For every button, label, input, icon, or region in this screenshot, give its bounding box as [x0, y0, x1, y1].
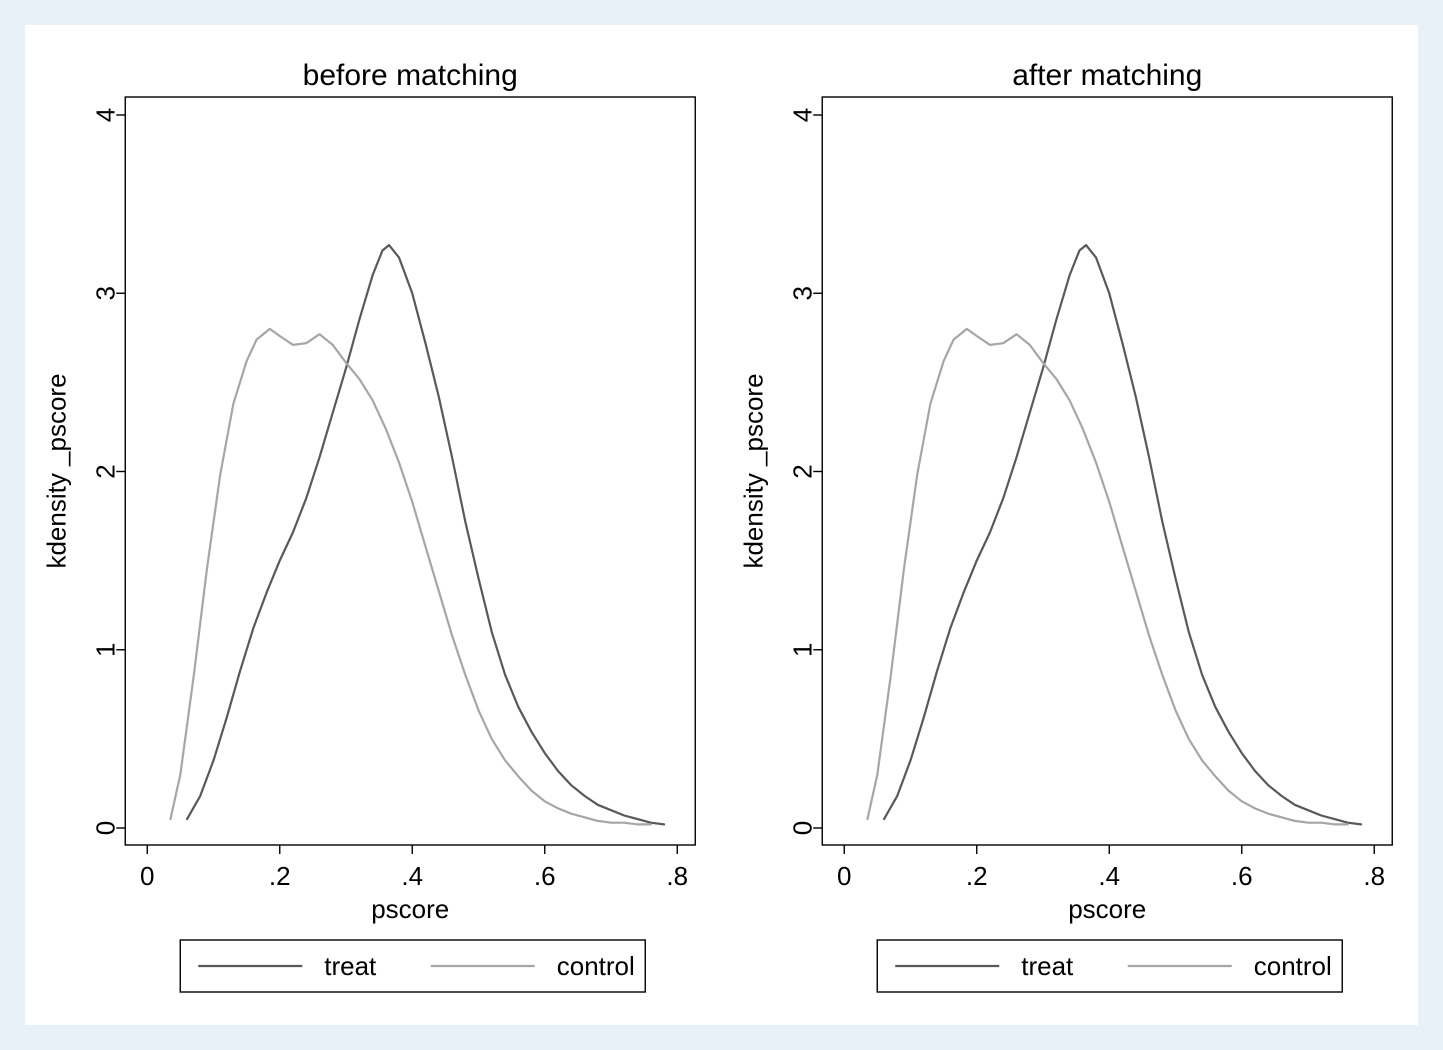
y-tick-label: 0 — [90, 821, 120, 835]
y-tick-label: 2 — [90, 464, 120, 478]
x-axis-label: pscore — [1068, 894, 1146, 924]
plot-frame — [124, 96, 696, 846]
legend-label-treat: treat — [324, 951, 377, 981]
x-tick-label: .2 — [269, 861, 291, 891]
series-line-control — [169, 327, 652, 826]
figure-inner: before matching 0 1 2 3 4 0 .2 .4 .6 .8 kdensity _p… — [25, 25, 1418, 1025]
x-axis-label: pscore — [371, 894, 449, 924]
chart-svg: after matching 0 1 2 3 4 0 .2 .4 .6 .8 kdensity _ps… — [738, 59, 1393, 993]
x-tick-label: .6 — [1230, 861, 1252, 891]
legend-label-control: control — [1253, 951, 1331, 981]
y-axis-label: kdensity _pscore — [738, 373, 768, 568]
series-line-treat — [185, 244, 666, 826]
x-tick-label: .8 — [666, 861, 688, 891]
x-tick-label: .4 — [401, 861, 423, 891]
series-line-control — [865, 327, 1349, 826]
chart-title: before matching — [303, 59, 518, 92]
x-tick-label: 0 — [837, 861, 851, 891]
y-tick-label: 1 — [787, 643, 817, 657]
x-tick-label: .6 — [534, 861, 556, 891]
chart-svg: before matching 0 1 2 3 4 0 .2 .4 .6 .8 kdensity _p… — [41, 59, 696, 993]
y-tick-label: 4 — [90, 108, 120, 122]
y-tick-label: 1 — [90, 643, 120, 657]
y-tick-label: 3 — [90, 286, 120, 300]
series-line-treat — [882, 244, 1362, 826]
chart-title: after matching — [1012, 59, 1202, 92]
x-tick-label: .4 — [1098, 861, 1120, 891]
x-tick-label: .8 — [1363, 861, 1385, 891]
y-tick-label: 4 — [787, 108, 817, 122]
y-tick-label: 3 — [787, 286, 817, 300]
plot-frame — [821, 96, 1393, 846]
legend-label-treat: treat — [1021, 951, 1074, 981]
panel-before-matching: before matching 0 1 2 3 4 0 .2 .4 .6 .8 kdensity _p… — [25, 25, 722, 1025]
x-tick-label: .2 — [965, 861, 987, 891]
x-tick-label: 0 — [140, 861, 154, 891]
y-tick-label: 2 — [787, 464, 817, 478]
y-axis-label: kdensity _pscore — [41, 373, 71, 568]
y-tick-label: 0 — [787, 821, 817, 835]
legend-label-control: control — [557, 951, 635, 981]
panel-after-matching: after matching 0 1 2 3 4 0 .2 .4 .6 .8 kdensity _ps… — [722, 25, 1419, 1025]
